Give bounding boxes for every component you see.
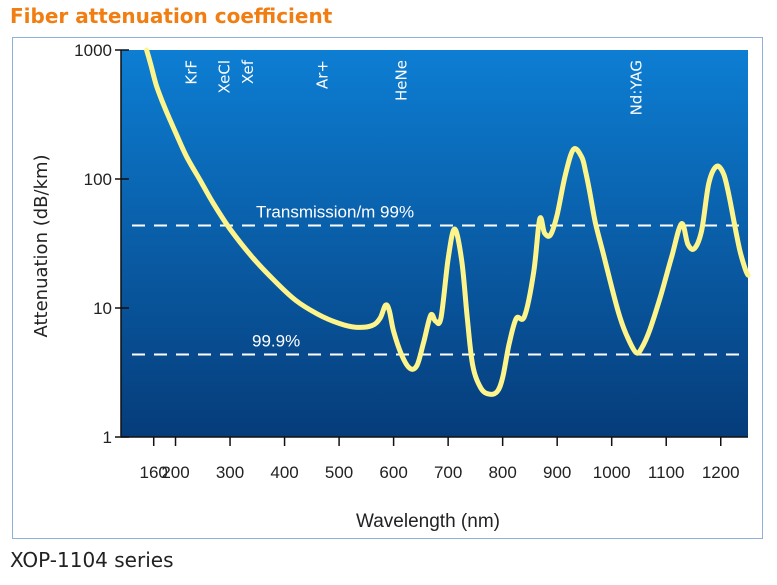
- x-tick-label: 600: [379, 463, 407, 482]
- x-tick-label: 400: [270, 463, 298, 482]
- laser-annotation: Xef: [239, 59, 257, 84]
- caption: XOP-1104 series: [10, 548, 174, 572]
- y-tick-label: 100: [84, 170, 112, 189]
- x-tick-label: 900: [543, 463, 571, 482]
- y-tick-label: 1: [103, 428, 112, 447]
- laser-annotation: Nd:YAG: [628, 60, 646, 115]
- x-tick-label: 300: [216, 463, 244, 482]
- x-tick-label: 800: [488, 463, 516, 482]
- attenuation-curve: [144, 47, 751, 397]
- plot-area: [121, 50, 748, 437]
- page-title: Fiber attenuation coefficient: [10, 4, 333, 28]
- reference-line-label: Transmission/m 99%: [256, 203, 414, 222]
- y-tick-label: 10: [93, 299, 112, 318]
- x-tick-label: 1100: [648, 463, 685, 482]
- reference-line-label: 99.9%: [252, 332, 300, 351]
- laser-annotation: Ar+: [314, 60, 332, 89]
- x-tick-label: 700: [434, 463, 462, 482]
- x-tick-label: 200: [161, 463, 189, 482]
- x-tick-label: 500: [325, 463, 353, 482]
- laser-annotation: XeCl: [215, 60, 233, 93]
- y-tick-label: 1000: [74, 41, 112, 60]
- x-tick-label: 1200: [702, 463, 740, 482]
- x-tick-label: 160: [140, 463, 168, 482]
- laser-annotation: HeNe: [393, 60, 411, 101]
- x-tick-label: 1000: [593, 463, 631, 482]
- x-axis-label: Wavelength (nm): [356, 511, 500, 532]
- y-axis-label: Attenuation (dB/km): [31, 154, 52, 337]
- laser-annotation: KrF: [183, 60, 201, 85]
